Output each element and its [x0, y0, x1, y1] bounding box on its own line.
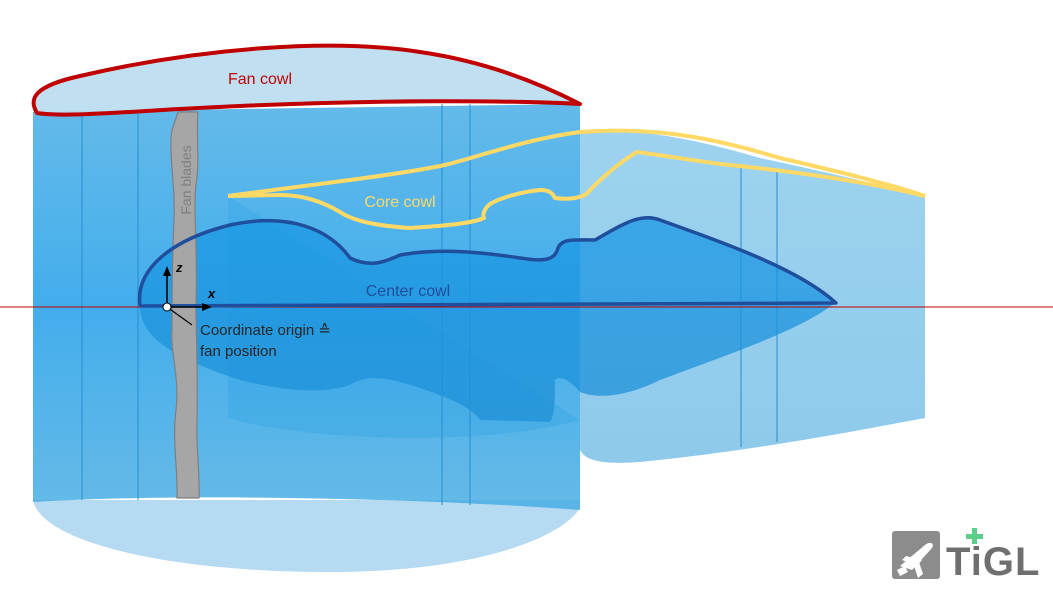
axis-x-label: x: [207, 286, 216, 301]
fan-cowl-outline: [31, 43, 582, 117]
center-cowl-label: Center cowl: [366, 283, 450, 300]
center-cowl-body: [139, 217, 835, 422]
logo-text: TiGL: [946, 540, 1040, 584]
axis-z-label: z: [175, 260, 183, 275]
fan-blades-label: Fan blades: [178, 145, 194, 214]
fan-cowl-label: Fan cowl: [228, 71, 292, 88]
coordinate-axes: [162, 266, 212, 326]
logo-cross-horizontal: [966, 534, 983, 539]
origin-label-line2: fan position: [200, 343, 277, 360]
fan-cowl-bottom-lip: [33, 500, 580, 572]
center-cowl-outline: [137, 215, 838, 308]
origin-label-line1: Coordinate origin ≙: [200, 322, 331, 339]
core-cowl-outline: [227, 128, 926, 230]
origin-marker: [162, 302, 172, 312]
tigl-logo: TiGL: [892, 528, 1040, 584]
fan-cowl-top: [32, 45, 580, 115]
core-cowl-label: Core cowl: [364, 194, 435, 211]
